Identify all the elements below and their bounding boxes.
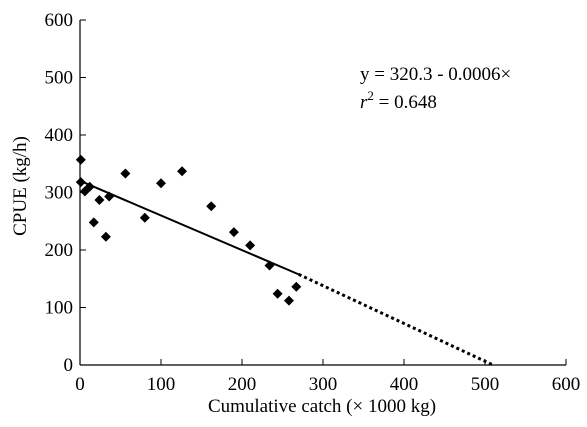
data-point-diamond [75,177,86,188]
y-tick-label: 0 [64,355,74,376]
data-point-diamond [291,281,302,292]
x-tick-label: 300 [309,374,338,395]
data-point-diamond [283,295,294,306]
x-tick-label: 500 [471,374,500,395]
x-tick-label: 600 [552,374,581,395]
regression-line [79,179,494,367]
data-point-diamond [228,227,239,238]
data-point-diamond [156,178,166,189]
data-point-diamond [100,231,111,242]
r-squared-value: = 0.648 [374,92,437,113]
x-tick-label: 0 [75,374,85,395]
data-point-diamond [272,288,283,299]
data-point-diamond [177,166,188,177]
y-axis-label: CPUE (kg/h) [10,136,31,236]
x-tick-label: 100 [147,374,176,395]
x-axis-label: Cumulative catch (× 1000 kg) [208,396,436,417]
data-point-diamond [139,212,150,223]
y-tick-label: 300 [45,183,74,204]
r-squared-superscript: 2 [367,88,374,103]
data-point-diamond [94,194,105,205]
x-tick-label: 200 [228,374,257,395]
data-point-diamond [245,240,256,251]
y-tick-label: 500 [45,68,74,89]
data-point-diamond [75,154,86,165]
y-tick-label: 100 [45,298,74,319]
regression-solid-line [79,179,300,276]
y-tick-label: 200 [45,240,74,261]
y-tick-label: 400 [45,125,74,146]
y-tick-label: 600 [45,10,74,31]
regression-extrapolation-line [298,273,494,367]
data-point-diamond [264,260,275,271]
r-squared-label: r2 = 0.648 [360,88,437,113]
data-point-diamond [104,191,115,202]
data-point-diamond [120,168,131,179]
regression-equation: y = 320.3 - 0.0006× [360,64,511,85]
r-symbol: r [360,92,368,113]
x-tick-label: 400 [390,374,419,395]
data-point-diamond [88,217,99,228]
data-points [75,154,302,306]
data-point-diamond [206,201,217,212]
data-point-diamond [84,181,95,192]
ticks: 0 100 200 300 400 500 600 0 100 200 300 400 500 600 [45,10,581,395]
